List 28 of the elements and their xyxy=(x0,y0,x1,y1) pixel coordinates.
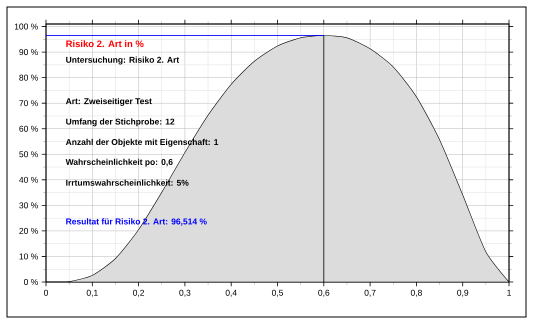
x-tick-label: 0,6 xyxy=(318,290,330,297)
y-tick-label: 20 % xyxy=(19,228,38,234)
y-tick-label: 80 % xyxy=(19,74,38,81)
x-tick-label: 1 xyxy=(507,290,511,296)
x-tick-label: 0,1 xyxy=(86,290,98,297)
x-tick-label: 0,7 xyxy=(364,290,376,297)
annotation: Umfang der Stichprobe: 12 xyxy=(66,118,174,126)
text: Risiko 2. Art in % xyxy=(66,40,144,48)
x-tick-label: 0,2 xyxy=(133,290,144,297)
annotation: Wahrscheinlichkeit po: 0,6 xyxy=(66,158,173,167)
y-tick-label: 50 % xyxy=(19,151,38,158)
y-tick-label: 40 % xyxy=(19,176,38,183)
x-tick-label: 0,3 xyxy=(179,290,190,297)
y-tick-label: 10 % xyxy=(20,253,38,260)
y-tick-label: 0 % xyxy=(24,279,38,285)
y-tick-label: 30 % xyxy=(19,202,38,208)
x-tick-label: 0,5 xyxy=(272,290,284,297)
y-tick-label: 60 % xyxy=(19,126,38,132)
x-tick-label: 0,4 xyxy=(226,290,237,297)
x-tick-label: 0,8 xyxy=(410,290,422,297)
annotation: Art: Zweiseitiger Test xyxy=(66,98,152,106)
annotation: Resultat für Risiko 2. Art: 96,514 % xyxy=(66,218,207,226)
x-tick-label: 0,9 xyxy=(457,290,468,297)
y-tick-label: 70 % xyxy=(19,100,38,106)
annotation: Untersuchung: Risiko 2. Art xyxy=(66,56,180,64)
y-tick-label: 90 % xyxy=(19,49,38,56)
y-tick-label: 100 % xyxy=(14,24,38,30)
x-tick-label: 0 xyxy=(44,290,48,296)
